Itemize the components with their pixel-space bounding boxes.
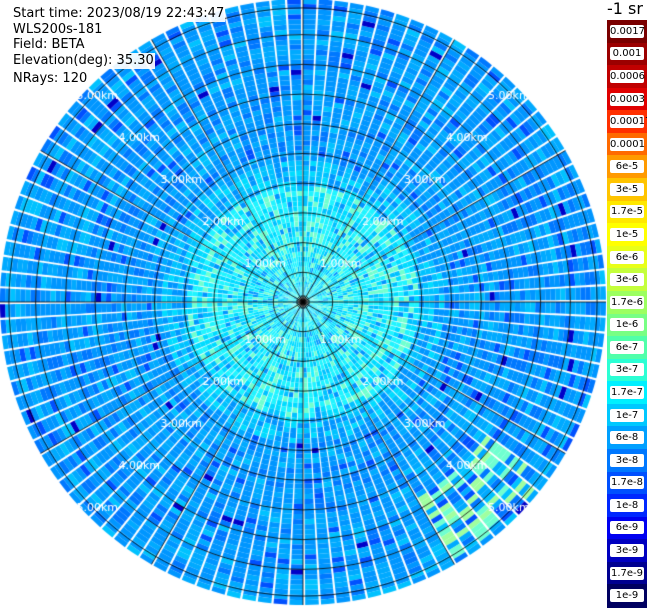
colorbar-tick-label: 3e-5	[610, 182, 644, 196]
nrays-label: NRays: 120	[12, 71, 89, 87]
colorbar-tick-label: 0.0003	[610, 92, 645, 106]
colorbar-title: -1 sr	[607, 0, 643, 18]
colorbar-tick-label: 0.0006	[610, 69, 645, 83]
ppi-heatmap-plot	[0, 0, 607, 607]
colorbar: 0.0017 0.001 0.0006 0.0003 0.00017 0.0001 6e-5…	[607, 20, 647, 608]
colorbar-tick-label: 1.7e-5	[610, 205, 644, 219]
colorbar-tick-label: 3e-9	[610, 544, 644, 558]
colorbar-tick-label: 1.7e-8	[610, 476, 644, 490]
colorbar-tick-label: 6e-6	[610, 250, 644, 264]
colorbar-tick-label: 1e-6	[610, 318, 644, 332]
colorbar-tick-label: 1.7e-7	[610, 386, 644, 400]
field-label: Field: BETA	[12, 37, 86, 53]
colorbar-tick-label: 1e-8	[610, 498, 644, 512]
colorbar-tick-label: 3e-8	[610, 453, 644, 467]
colorbar-tick-label: 0.0017	[610, 24, 645, 38]
start-time-label: Start time: 2023/08/19 22:43:47	[12, 6, 226, 22]
instrument-label: WLS200s-181	[12, 22, 104, 38]
colorbar-tick-label: 3e-7	[610, 363, 644, 377]
colorbar-tick-label: 1.7e-9	[610, 566, 644, 580]
colorbar-tick-label: 6e-9	[610, 521, 644, 535]
colorbar-tick-label: 6e-8	[610, 431, 644, 445]
colorbar-tick-label: 6e-7	[610, 340, 644, 354]
colorbar-tick-label: 0.001	[610, 47, 644, 61]
colorbar-tick-label: 0.00017	[610, 115, 647, 129]
colorbar-tick-label: 3e-6	[610, 273, 644, 287]
colorbar-tick-label: 6e-5	[610, 160, 644, 174]
colorbar-tick-label: 1e-5	[610, 227, 644, 241]
colorbar-tick-label: 1.7e-6	[610, 295, 644, 309]
colorbar-tick-label: 0.0001	[610, 137, 645, 151]
colorbar-tick-label: 1e-9	[610, 589, 644, 603]
elevation-label: Elevation(deg): 35.30	[12, 53, 155, 69]
colorbar-tick-label: 1e-7	[610, 408, 644, 422]
